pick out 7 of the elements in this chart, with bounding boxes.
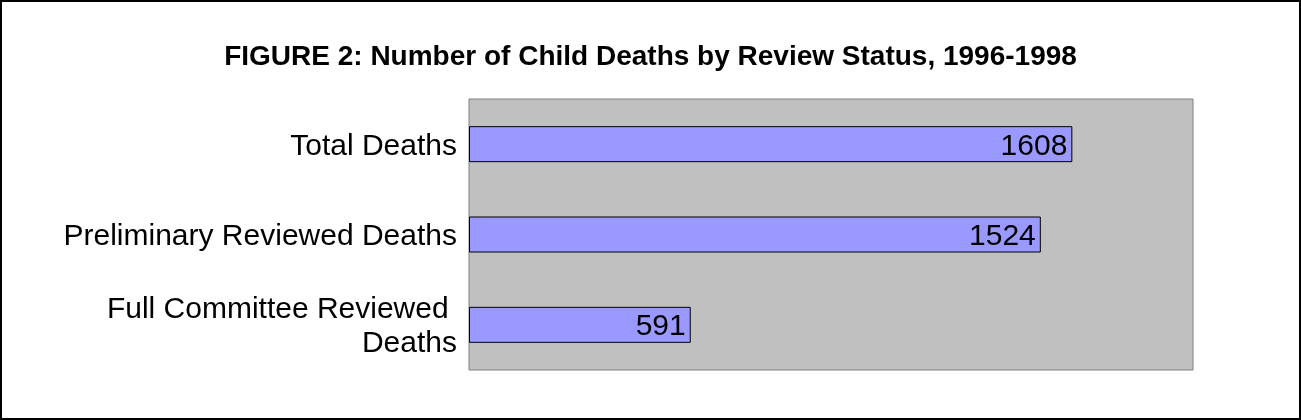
y-tick-label: Preliminary Reviewed Deaths [63, 218, 457, 251]
data-label: 1608 [1000, 127, 1068, 161]
data-label: 591 [635, 308, 686, 342]
data-label: 1524 [969, 218, 1036, 251]
y-tick-label: Full Committee Reviewed Deaths [106, 291, 457, 359]
y-tick-label: Total Deaths [290, 127, 457, 161]
chart-title: FIGURE 2: Number of Child Deaths by Review Status, 1996-1998 [224, 39, 1077, 71]
